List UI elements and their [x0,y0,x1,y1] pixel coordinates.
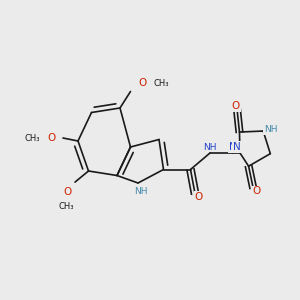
Text: O: O [194,191,203,202]
Text: NH: NH [264,125,278,134]
Text: NH: NH [203,142,217,152]
Text: O: O [138,78,147,88]
Text: N: N [229,142,236,152]
Text: O: O [48,133,56,143]
Text: N: N [233,142,241,152]
Text: O: O [252,186,260,197]
Text: O: O [63,187,72,197]
Text: CH₃: CH₃ [24,134,40,143]
Text: CH₃: CH₃ [153,79,169,88]
Text: NH: NH [134,187,148,196]
Text: CH₃: CH₃ [59,202,74,211]
Text: O: O [231,101,240,111]
